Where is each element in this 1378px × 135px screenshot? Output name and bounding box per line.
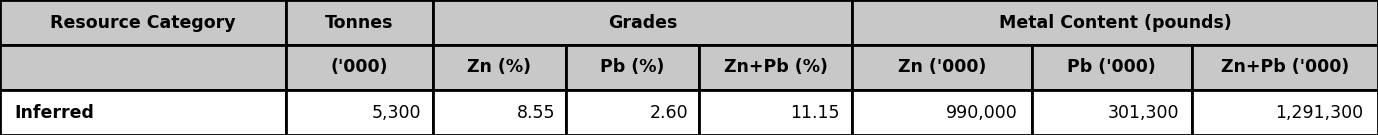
Text: 5,300: 5,300 xyxy=(372,104,422,122)
Text: Zn+Pb (%): Zn+Pb (%) xyxy=(723,58,827,77)
Text: 1,291,300: 1,291,300 xyxy=(1275,104,1363,122)
Text: 301,300: 301,300 xyxy=(1108,104,1178,122)
Bar xyxy=(852,45,1032,90)
Bar xyxy=(433,0,852,45)
Bar xyxy=(566,45,699,90)
Bar xyxy=(1032,45,1192,90)
Text: Metal Content (pounds): Metal Content (pounds) xyxy=(999,14,1232,31)
Bar xyxy=(852,0,1378,45)
Bar xyxy=(0,45,287,90)
Text: 8.55: 8.55 xyxy=(517,104,555,122)
Bar xyxy=(287,45,433,90)
Bar xyxy=(852,90,1032,135)
Bar xyxy=(433,90,566,135)
Text: Pb (%): Pb (%) xyxy=(601,58,664,77)
Text: 11.15: 11.15 xyxy=(791,104,839,122)
Bar xyxy=(287,0,433,45)
Text: Zn (%): Zn (%) xyxy=(467,58,532,77)
Text: Pb ('000): Pb ('000) xyxy=(1068,58,1156,77)
Bar xyxy=(433,45,566,90)
Text: Inferred: Inferred xyxy=(14,104,94,122)
Text: 990,000: 990,000 xyxy=(945,104,1017,122)
Bar xyxy=(1192,45,1378,90)
Bar xyxy=(566,90,699,135)
Bar xyxy=(0,0,287,45)
Text: Zn ('000): Zn ('000) xyxy=(898,58,987,77)
Text: Grades: Grades xyxy=(608,14,677,31)
Text: 2.60: 2.60 xyxy=(649,104,689,122)
Text: Resource Category: Resource Category xyxy=(51,14,236,31)
Bar xyxy=(699,45,852,90)
Text: Tonnes: Tonnes xyxy=(325,14,394,31)
Bar xyxy=(1032,90,1192,135)
Text: Zn+Pb ('000): Zn+Pb ('000) xyxy=(1221,58,1349,77)
Bar xyxy=(0,90,287,135)
Bar xyxy=(287,90,433,135)
Bar xyxy=(1192,90,1378,135)
Text: ('000): ('000) xyxy=(331,58,389,77)
Bar xyxy=(699,90,852,135)
